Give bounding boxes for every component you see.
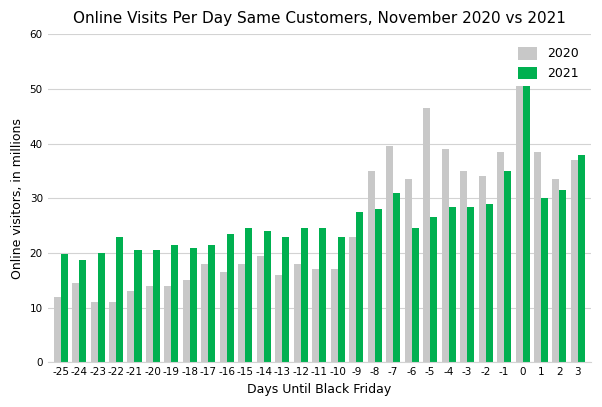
Bar	[330, 269, 338, 363]
Bar	[442, 149, 448, 363]
Bar	[301, 228, 308, 363]
Bar	[368, 171, 374, 363]
Bar	[523, 81, 530, 363]
Bar	[312, 269, 319, 363]
Bar	[202, 264, 208, 363]
Bar	[515, 50, 523, 363]
Bar	[294, 264, 301, 363]
Bar	[497, 152, 504, 363]
Bar	[282, 236, 290, 363]
Bar	[486, 204, 492, 363]
Bar	[128, 291, 134, 363]
Bar	[460, 171, 467, 363]
Bar	[374, 209, 382, 363]
Bar	[559, 190, 566, 363]
Bar	[553, 179, 559, 363]
Legend: 2020, 2021: 2020, 2021	[512, 40, 585, 86]
Bar	[134, 250, 141, 363]
Bar	[275, 275, 282, 363]
Bar	[153, 250, 160, 363]
Bar	[146, 286, 153, 363]
Bar	[190, 247, 197, 363]
Bar	[208, 245, 216, 363]
Bar	[467, 207, 474, 363]
Bar	[109, 302, 116, 363]
Bar	[405, 179, 412, 363]
Bar	[54, 297, 61, 363]
Bar	[430, 217, 437, 363]
Bar	[79, 260, 86, 363]
Title: Online Visits Per Day Same Customers, November 2020 vs 2021: Online Visits Per Day Same Customers, No…	[73, 11, 566, 26]
Bar	[246, 228, 252, 363]
Bar	[220, 272, 227, 363]
Bar	[541, 198, 548, 363]
Bar	[61, 254, 67, 363]
Bar	[172, 245, 178, 363]
Bar	[448, 207, 456, 363]
Bar	[238, 264, 246, 363]
Bar	[393, 193, 400, 363]
Bar	[227, 234, 234, 363]
Bar	[164, 286, 172, 363]
Bar	[356, 212, 363, 363]
Bar	[386, 147, 393, 363]
Bar	[423, 108, 430, 363]
Bar	[479, 177, 486, 363]
Bar	[98, 253, 105, 363]
Bar	[264, 231, 271, 363]
Bar	[578, 155, 585, 363]
Bar	[257, 256, 264, 363]
Y-axis label: Online visitors, in millions: Online visitors, in millions	[11, 118, 24, 279]
Bar	[534, 152, 541, 363]
Bar	[412, 228, 418, 363]
Bar	[183, 280, 190, 363]
Bar	[72, 283, 79, 363]
Bar	[116, 236, 123, 363]
Bar	[90, 302, 98, 363]
Bar	[319, 228, 326, 363]
Bar	[504, 171, 511, 363]
X-axis label: Days Until Black Friday: Days Until Black Friday	[247, 383, 391, 396]
Bar	[571, 160, 578, 363]
Bar	[338, 236, 345, 363]
Bar	[349, 236, 356, 363]
